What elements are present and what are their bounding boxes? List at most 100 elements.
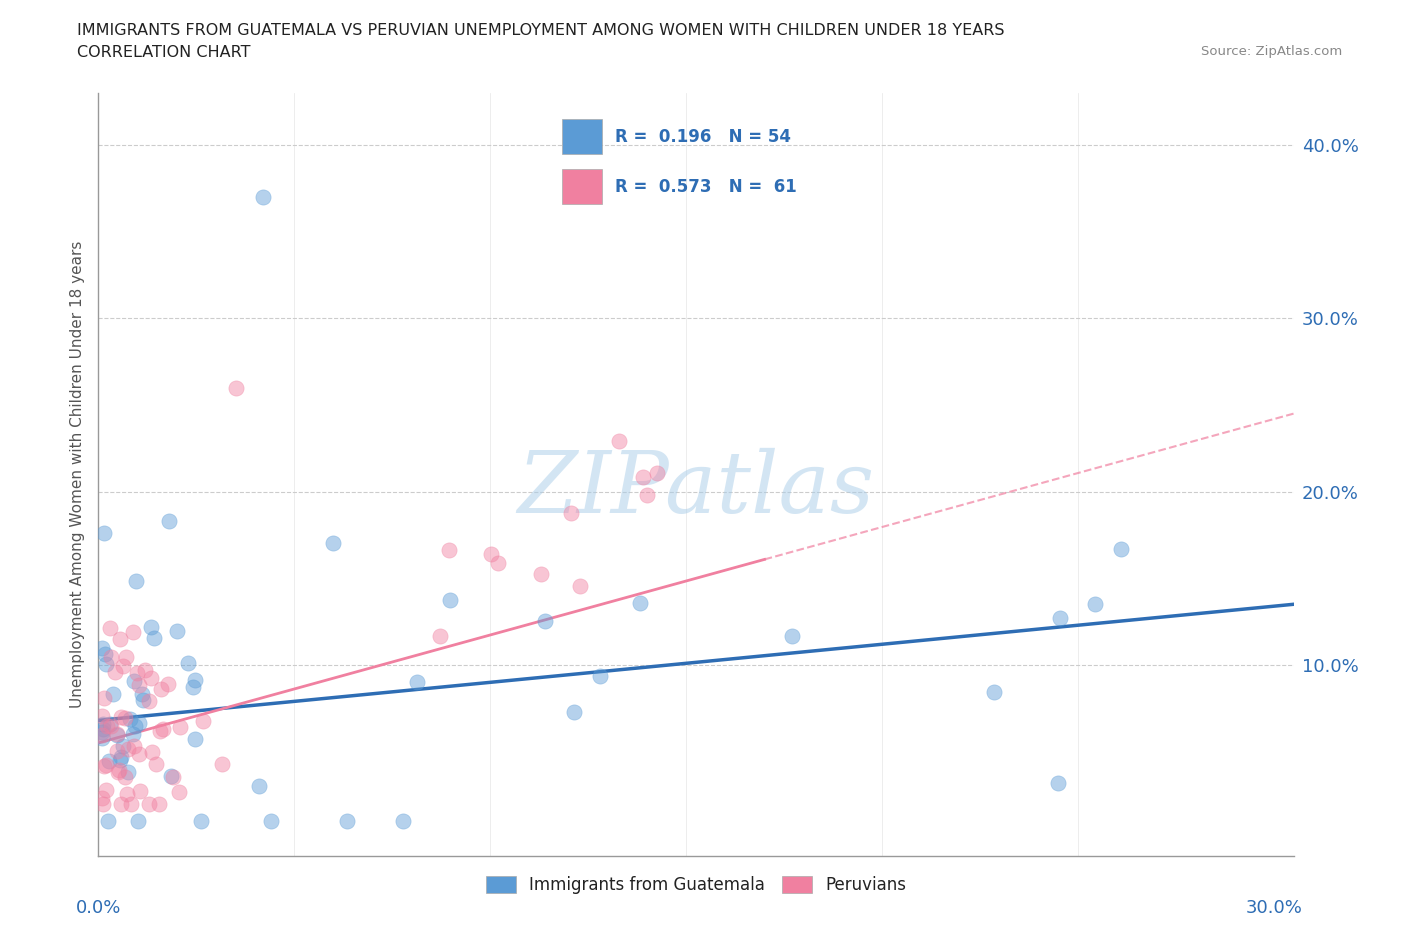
Point — [93, 525, 115, 540]
Point — [1109, 542, 1132, 557]
Point — [159, 768, 181, 783]
Point — [91, 724, 114, 739]
Point — [177, 656, 200, 671]
Point — [91, 722, 114, 737]
Point — [132, 693, 155, 708]
Legend: Immigrants from Guatemala, Peruvians: Immigrants from Guatemala, Peruvians — [479, 870, 912, 900]
Point — [100, 620, 122, 635]
Point — [439, 592, 461, 607]
Point — [588, 669, 610, 684]
Point — [392, 814, 415, 829]
Point — [983, 684, 1005, 699]
Point — [101, 686, 124, 701]
Point — [96, 719, 118, 734]
Point — [439, 543, 461, 558]
Point — [127, 814, 149, 829]
Point — [91, 731, 114, 746]
Point — [118, 712, 141, 727]
Text: 30.0%: 30.0% — [1246, 899, 1302, 917]
Point — [104, 665, 127, 680]
Point — [247, 779, 270, 794]
Point — [636, 488, 658, 503]
Point — [184, 673, 207, 688]
Point — [94, 646, 117, 661]
Point — [167, 785, 190, 800]
Point — [628, 596, 651, 611]
Point — [191, 714, 214, 729]
Point — [1046, 776, 1069, 790]
Point — [169, 720, 191, 735]
Point — [91, 727, 114, 742]
Point — [322, 536, 344, 551]
Point — [110, 796, 132, 811]
Point — [141, 744, 163, 759]
Point — [108, 763, 131, 777]
Point — [117, 741, 139, 756]
Point — [560, 506, 582, 521]
Point — [143, 631, 166, 645]
Point — [91, 709, 114, 724]
Point — [110, 750, 132, 764]
Point — [139, 671, 162, 685]
Point — [114, 711, 136, 725]
Text: IMMIGRANTS FROM GUATEMALA VS PERUVIAN UNEMPLOYMENT AMONG WOMEN WITH CHILDREN UND: IMMIGRANTS FROM GUATEMALA VS PERUVIAN UN… — [77, 23, 1005, 38]
Point — [114, 650, 136, 665]
Text: 0.0%: 0.0% — [76, 899, 121, 917]
Text: Source: ZipAtlas.com: Source: ZipAtlas.com — [1202, 45, 1343, 58]
Point — [149, 724, 172, 738]
Point — [122, 727, 145, 742]
Point — [607, 433, 630, 448]
Point — [631, 470, 654, 485]
Point — [107, 764, 129, 779]
Point — [110, 710, 132, 724]
Point — [125, 573, 148, 588]
Point — [562, 704, 585, 719]
Point — [780, 629, 803, 644]
Point — [93, 758, 115, 773]
Point — [534, 614, 557, 629]
Point — [125, 665, 148, 680]
Point — [128, 715, 150, 730]
Point — [1049, 610, 1071, 625]
Point — [252, 190, 274, 205]
Point — [156, 676, 179, 691]
Point — [97, 814, 120, 829]
Point — [162, 770, 184, 785]
Point — [336, 814, 359, 829]
Point — [122, 738, 145, 753]
Point — [94, 758, 117, 773]
Point — [93, 690, 115, 705]
Point — [139, 619, 162, 634]
Point — [128, 747, 150, 762]
Point — [183, 732, 205, 747]
Point — [117, 764, 139, 779]
Point — [122, 624, 145, 639]
Point — [105, 728, 128, 743]
Text: ZIPatlas: ZIPatlas — [517, 448, 875, 531]
Point — [100, 719, 122, 734]
Point — [108, 631, 131, 646]
Point — [105, 726, 128, 741]
Point — [569, 578, 592, 593]
Point — [122, 673, 145, 688]
Point — [111, 658, 134, 673]
Point — [105, 743, 128, 758]
Point — [129, 784, 152, 799]
Point — [181, 679, 204, 694]
Y-axis label: Unemployment Among Women with Children Under 18 years: Unemployment Among Women with Children U… — [69, 241, 84, 708]
Point — [111, 738, 134, 753]
Point — [98, 753, 121, 768]
Point — [405, 675, 427, 690]
Point — [190, 814, 212, 829]
Point — [152, 722, 174, 737]
Point — [145, 756, 167, 771]
Point — [166, 624, 188, 639]
Point — [131, 686, 153, 701]
Point — [157, 513, 180, 528]
Point — [260, 814, 283, 829]
Point — [479, 547, 502, 562]
Point — [138, 693, 160, 708]
Point — [124, 718, 146, 733]
Point — [148, 796, 170, 811]
Point — [96, 657, 118, 671]
